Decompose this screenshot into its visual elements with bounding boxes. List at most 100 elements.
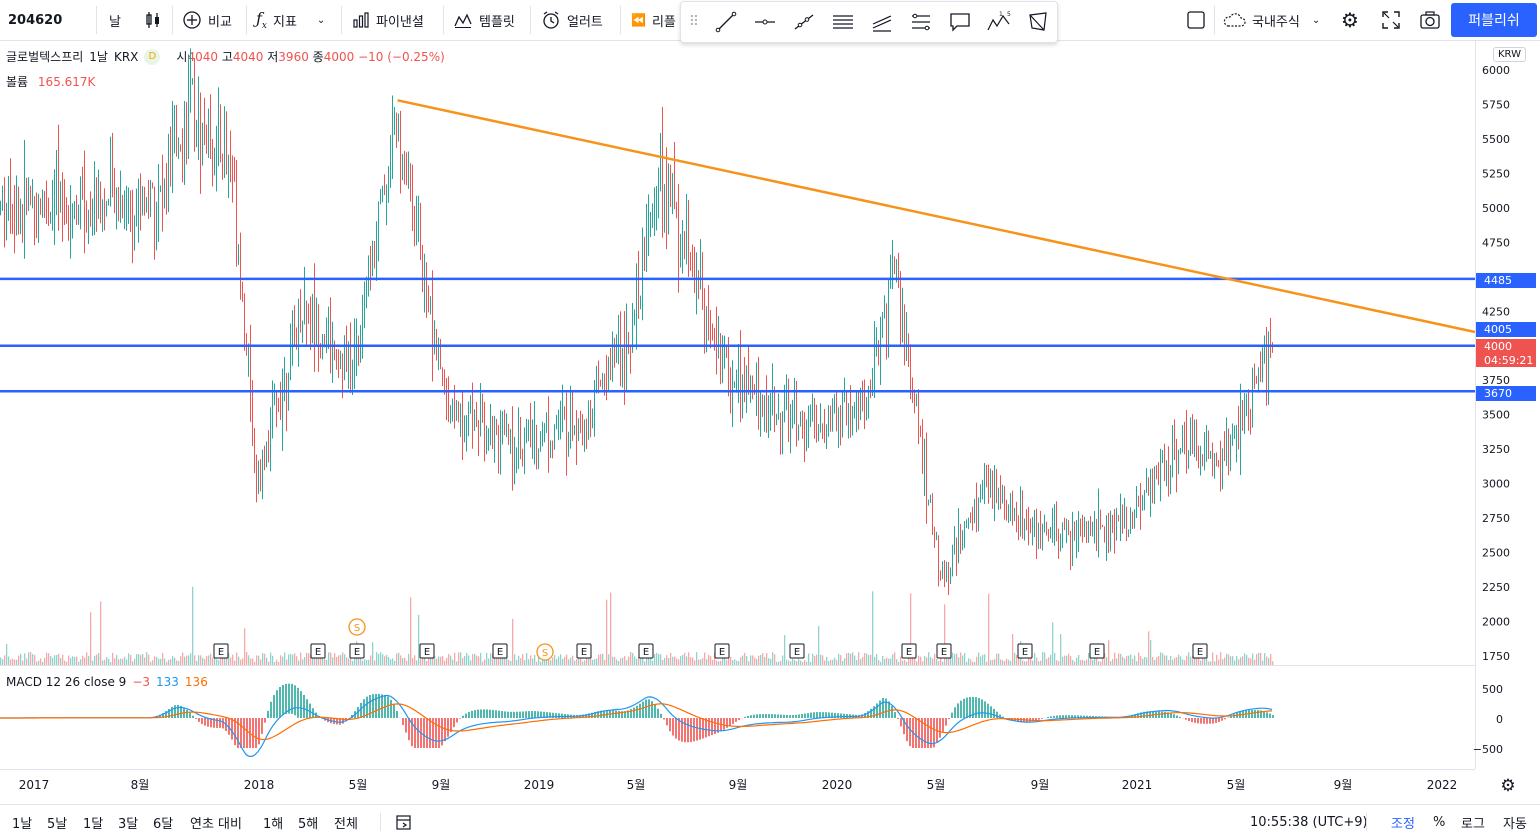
volume-bar: [24, 653, 25, 665]
parallel-channel-tool[interactable]: [824, 4, 863, 40]
earnings-marker[interactable]: E: [1090, 644, 1104, 658]
volume-bar: [844, 658, 845, 665]
indicators-button[interactable]: ƒx 지표 ⌄: [256, 0, 325, 40]
earnings-marker[interactable]: E: [1193, 644, 1207, 658]
volume-bar: [530, 655, 531, 665]
volume-bar: [344, 654, 345, 665]
macd-histogram-bar: [882, 698, 884, 718]
earnings-marker[interactable]: E: [715, 644, 729, 658]
volume-bar: [474, 654, 475, 665]
settings-button[interactable]: ⚙: [1341, 0, 1359, 40]
earnings-marker[interactable]: E: [790, 644, 804, 658]
earnings-marker[interactable]: E: [902, 644, 916, 658]
volume-bar: [212, 658, 213, 665]
macd-histogram-bar: [993, 709, 995, 718]
adjust-toggle[interactable]: 조정: [1391, 805, 1415, 839]
chart-type-button[interactable]: [143, 0, 163, 40]
replay-button[interactable]: ⏪ 리플: [631, 0, 676, 40]
elliott-wave-tool[interactable]: 1 5: [979, 4, 1018, 40]
volume-bar: [118, 659, 119, 665]
range-5d[interactable]: 5날: [47, 805, 67, 839]
fullscreen-button[interactable]: [1381, 0, 1401, 40]
compare-button[interactable]: 비교: [182, 0, 232, 40]
volume-bar: [1166, 656, 1167, 665]
volume-bar: [1024, 661, 1025, 665]
earnings-marker[interactable]: E: [577, 644, 591, 658]
market-button[interactable]: 국내주식 ⌄: [1222, 0, 1320, 40]
earnings-marker[interactable]: E: [311, 644, 325, 658]
volume-bar: [402, 658, 403, 665]
macd-histogram-bar: [690, 718, 692, 742]
volume-bar: [744, 653, 745, 665]
volume-bar: [610, 593, 611, 665]
earnings-marker[interactable]: E: [493, 644, 507, 658]
range-1y[interactable]: 1해: [263, 805, 283, 839]
drag-handle[interactable]: ⠿: [681, 4, 707, 40]
range-1m[interactable]: 1달: [83, 805, 103, 839]
volume-bar: [566, 655, 567, 665]
volume-bar: [718, 661, 719, 665]
axis-settings-gear-icon[interactable]: ⚙: [1500, 776, 1515, 796]
volume-bar: [162, 653, 163, 665]
volume-bar: [1000, 660, 1001, 665]
volume-bar: [152, 660, 153, 665]
clock[interactable]: 10:55:38 (UTC+9): [1250, 805, 1368, 839]
volume-bar: [10, 660, 11, 665]
volume-bar: [854, 656, 855, 665]
snapshot-button[interactable]: [1419, 0, 1441, 40]
range-5y[interactable]: 5해: [298, 805, 318, 839]
earnings-marker[interactable]: E: [214, 644, 228, 658]
volume-bar: [1022, 661, 1023, 665]
symbol-search[interactable]: 204620: [8, 0, 62, 40]
volume-bar: [1034, 653, 1035, 665]
financials-button[interactable]: 파이낸셜: [352, 0, 424, 40]
macd-title[interactable]: MACD 12 26 close 9: [6, 675, 126, 689]
macd-histogram-bar: [531, 711, 533, 718]
earnings-marker[interactable]: E: [639, 644, 653, 658]
macd-tick: 0: [1496, 713, 1503, 726]
volume-bar: [860, 659, 861, 665]
ray-tool[interactable]: [785, 4, 824, 40]
goto-date-button[interactable]: [394, 805, 414, 839]
percent-toggle[interactable]: %: [1433, 805, 1445, 839]
interval-button[interactable]: 날: [109, 0, 121, 40]
volume-bar: [100, 602, 101, 665]
range-tool[interactable]: [901, 4, 940, 40]
polygon-tool[interactable]: [1018, 4, 1057, 40]
chevron-down-icon[interactable]: ⌄: [317, 15, 325, 26]
templates-button[interactable]: 템플릿: [453, 0, 515, 40]
split-marker[interactable]: S: [349, 619, 365, 635]
earnings-marker[interactable]: E: [420, 644, 434, 658]
earnings-marker[interactable]: E: [1018, 644, 1032, 658]
regression-tool[interactable]: [863, 4, 902, 40]
range-6m[interactable]: 6달: [153, 805, 173, 839]
horizontal-line-tool[interactable]: [746, 4, 785, 40]
range-all[interactable]: 전체: [334, 805, 358, 839]
earnings-marker[interactable]: E: [937, 644, 951, 658]
volume-bar: [1072, 660, 1073, 665]
range-ytd[interactable]: 연초 대비: [190, 805, 242, 839]
trend-line-tool[interactable]: [707, 4, 746, 40]
split-marker[interactable]: S: [537, 644, 553, 660]
alert-button[interactable]: 얼러트: [541, 0, 603, 40]
callout-tool[interactable]: [940, 4, 979, 40]
range-1d[interactable]: 1날: [12, 805, 32, 839]
publish-button[interactable]: 퍼블리쉬: [1451, 3, 1537, 37]
range-3m[interactable]: 3달: [118, 805, 138, 839]
volume-bar: [712, 660, 713, 665]
layout-button[interactable]: [1186, 0, 1206, 40]
earnings-marker[interactable]: E: [350, 644, 364, 658]
volume-bar: [1216, 655, 1217, 665]
horizontal-lines[interactable]: [0, 279, 1475, 391]
log-toggle[interactable]: 로그: [1461, 805, 1485, 839]
auto-toggle[interactable]: 자동: [1503, 805, 1527, 839]
volume-bar: [478, 656, 479, 665]
volume-bar: [618, 661, 619, 665]
volume-bar: [1220, 652, 1221, 665]
volume-bar: [396, 653, 397, 665]
trend-line[interactable]: [398, 100, 1475, 332]
volume-bar: [486, 653, 487, 665]
